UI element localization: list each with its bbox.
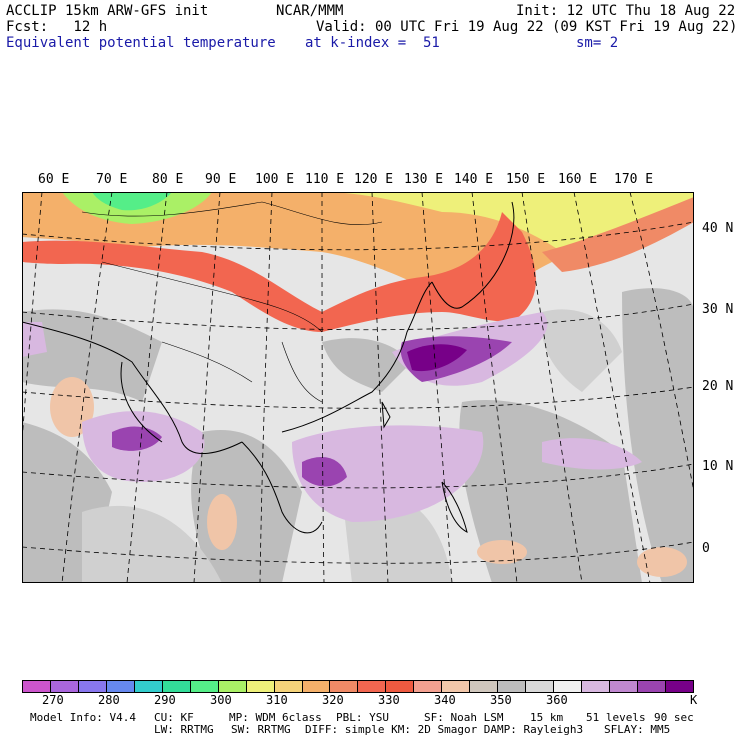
colorbar-swatch <box>274 681 303 692</box>
colorbar-unit: K <box>690 693 698 707</box>
colorbar-label: 280 <box>98 693 120 707</box>
lon-label: 140 E <box>454 172 494 187</box>
light-grey-shading <box>82 309 622 583</box>
lon-label: 80 E <box>152 172 184 187</box>
colorbar-swatch <box>50 681 79 692</box>
colorbar <box>22 680 694 693</box>
smoothing-label: sm= 2 <box>576 35 619 51</box>
footer-diff: DIFF: simple KM: 2D Smagor DAMP: Rayleig… <box>305 723 584 736</box>
warm-belt-yellow <box>22 192 694 252</box>
lon-label: 170 E <box>614 172 654 187</box>
footer-cu: CU: KF <box>154 711 194 724</box>
colorbar-swatch <box>665 681 693 692</box>
lat-label: 40 N <box>702 221 734 236</box>
lat-label: 20 N <box>702 379 734 394</box>
colorbar-swatch <box>554 681 583 692</box>
lon-label: 70 E <box>96 172 128 187</box>
colorbar-swatch <box>23 681 51 692</box>
purple-dark <box>407 344 467 372</box>
colorbar-label: 310 <box>266 693 288 707</box>
colorbar-label: 360 <box>546 693 568 707</box>
theta-e-map <box>22 192 694 583</box>
lat-label: 30 N <box>702 302 734 317</box>
footer-mp: MP: WDM 6class <box>229 711 322 724</box>
warm-belt-red <box>22 212 536 332</box>
map-frame <box>22 192 694 583</box>
colorbar-swatch <box>106 681 135 692</box>
colorbar-label: 350 <box>490 693 512 707</box>
level-label: at k-index = 51 <box>305 35 440 51</box>
lon-label: 100 E <box>255 172 295 187</box>
lon-label: 150 E <box>506 172 546 187</box>
field-name: Equivalent potential temperature <box>6 35 276 51</box>
colorbar-swatch <box>470 681 499 692</box>
colorbar-swatch <box>134 681 163 692</box>
colorbar-swatch <box>78 681 107 692</box>
colorbar-swatch <box>637 681 666 692</box>
footer-sflay: SFLAY: MM5 <box>604 723 671 736</box>
lat-label: 0 <box>702 541 710 556</box>
colorbar-swatch <box>162 681 191 692</box>
lon-label: 120 E <box>354 172 394 187</box>
model-title: ACCLIP 15km ARW-GFS init <box>6 3 209 19</box>
colorbar-swatch <box>330 681 359 692</box>
warm-belt-teal <box>92 192 172 211</box>
warm-belt-salmon <box>542 197 694 272</box>
footer-model-info: Model Info: V4.4 <box>30 711 136 724</box>
colorbar-swatch <box>610 681 638 692</box>
colorbar-swatch <box>302 681 331 692</box>
lon-label: 110 E <box>305 172 345 187</box>
colorbar-swatch <box>414 681 443 692</box>
footer-sf: SF: Noah LSM <box>424 711 504 724</box>
colorbar-label: 330 <box>378 693 400 707</box>
footer-levels: 51 levels <box>586 711 646 724</box>
footer-sw: SW: RRTMG <box>231 723 291 736</box>
lon-label: 60 E <box>38 172 70 187</box>
footer-pbl: PBL: YSU <box>336 711 389 724</box>
lon-label: 130 E <box>404 172 444 187</box>
org-label: NCAR/MMM <box>276 3 344 19</box>
colorbar-swatch <box>358 681 387 692</box>
colorbar-swatch <box>246 681 275 692</box>
lon-label: 90 E <box>205 172 237 187</box>
colorbar-label: 340 <box>434 693 456 707</box>
colorbar-label: 320 <box>322 693 344 707</box>
country-borders <box>81 201 383 403</box>
colorbar-label: 290 <box>154 693 176 707</box>
colorbar-swatch <box>218 681 247 692</box>
colorbar-label: 300 <box>210 693 232 707</box>
colorbar-swatch <box>442 681 471 692</box>
lon-label: 160 E <box>558 172 598 187</box>
colorbar-swatch <box>498 681 527 692</box>
footer-resolution: 15 km <box>530 711 564 724</box>
lat-label: 10 N <box>702 459 734 474</box>
coastlines <box>22 192 515 583</box>
colorbar-swatch <box>386 681 415 692</box>
valid-time: Valid: 00 UTC Fri 19 Aug 22 (09 KST Fri … <box>316 19 738 35</box>
init-time: Init: 12 UTC Thu 18 Aug 22 <box>516 3 736 19</box>
footer-timestep: 90 sec <box>654 711 694 724</box>
colorbar-swatch <box>190 681 219 692</box>
colorbar-swatch <box>526 681 555 692</box>
forecast-hour: Fcst: 12 h <box>6 19 108 35</box>
footer-lw: LW: RRTMG <box>154 723 214 736</box>
grid-lines <box>22 192 694 583</box>
colorbar-swatch <box>582 681 611 692</box>
colorbar-label: 270 <box>42 693 64 707</box>
